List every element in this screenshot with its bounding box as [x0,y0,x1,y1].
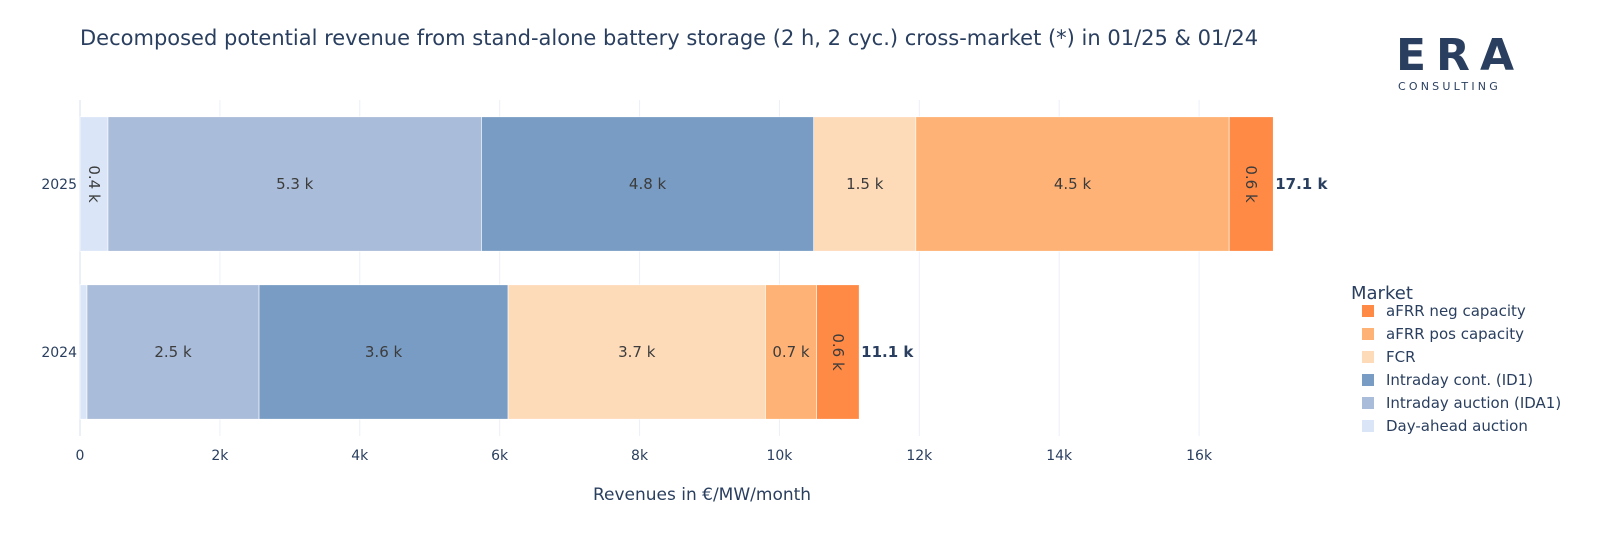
legend-swatch [1362,351,1374,363]
legend-item-label: Day-ahead auction [1386,417,1528,435]
x-tick-label: 16k [1186,448,1213,464]
legend-item-label: Intraday cont. (ID1) [1386,371,1533,389]
x-tick-label: 12k [906,448,933,464]
legend-item-label: aFRR neg capacity [1386,302,1526,320]
bar-value-label: 5.3 k [276,175,314,193]
legend-item-label: Intraday auction (IDA1) [1386,394,1561,412]
legend-swatch [1362,420,1374,432]
bar-value-label: 4.8 k [629,175,667,193]
bars [79,116,1274,420]
bar-value-label: 3.6 k [365,343,403,361]
bar-segment [813,116,917,252]
legend: Market aFRR neg capacity aFRR pos capacit… [1351,283,1561,435]
bar-segment [1228,116,1274,252]
bar-segment [507,284,766,420]
legend-item-label: FCR [1386,348,1416,366]
legend-swatch [1362,328,1374,340]
x-tick-label: 6k [491,448,509,464]
x-axis: 0 2k 4k 6k 8k 10k 12k 14k 16k [76,448,1213,464]
x-tick-label: 8k [631,448,649,464]
x-axis-title: Revenues in €/MW/month [593,485,811,505]
bar-segment [816,284,860,420]
era-consulting-logo: ERA CONSULTING [1396,30,1516,92]
bar-value-label: 1.5 k [846,175,884,193]
bar-value-label: 4.5 k [1054,175,1092,193]
logo-subtitle: CONSULTING [1398,80,1501,92]
y-axis: 2025 2024 [41,177,77,361]
chart-title: Decomposed potential revenue from stand-… [80,26,1259,50]
bar-segment [481,116,815,252]
bar-segment [765,284,817,420]
bar-value-label: 0.6 k [829,333,847,371]
y-tick-label: 2025 [41,177,77,193]
bar-segment [915,116,1230,252]
bar-segment [86,284,260,420]
y-tick-label: 2024 [41,345,77,361]
x-tick-label: 2k [211,448,229,464]
bar-labels: 0.4 k 5.3 k 4.8 k 1.5 k 4.5 k 0.6 k 2.5 k 3.6 k… [85,165,1260,371]
bar-value-label: 0.7 k [772,343,810,361]
x-tick-label: 10k [766,448,793,464]
bar-value-label: 0.6 k [1242,165,1260,203]
legend-swatch [1362,397,1374,409]
x-tick-label: 0 [76,448,85,464]
legend-swatch [1362,374,1374,386]
bar-segment [79,284,88,420]
legend-item-label: aFRR pos capacity [1386,325,1524,343]
bar-value-label: 0.4 k [85,165,103,203]
bar-total-label: 11.1 k [861,343,914,361]
legend-swatch [1362,305,1374,317]
x-tick-label: 14k [1046,448,1073,464]
bar-value-label: 3.7 k [618,343,656,361]
logo-wordmark: ERA [1396,30,1516,81]
total-labels: 17.1 k 11.1 k [861,175,1328,361]
legend-title: Market [1351,283,1413,304]
x-tick-label: 4k [351,448,369,464]
bar-total-label: 17.1 k [1275,175,1328,193]
bar-value-label: 2.5 k [154,343,192,361]
